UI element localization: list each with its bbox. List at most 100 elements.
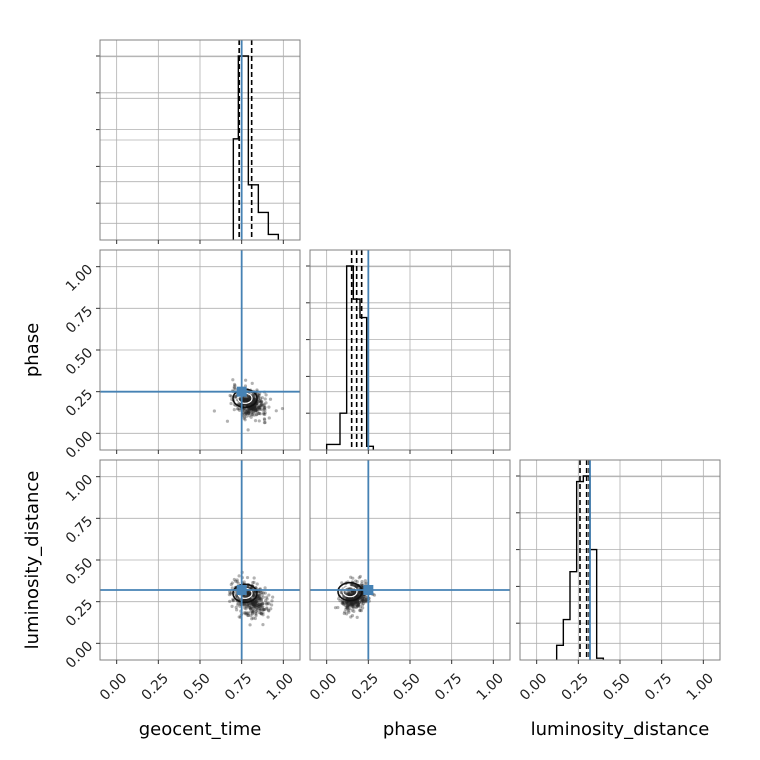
scatter-point: [258, 597, 262, 601]
scatter-point: [251, 411, 255, 415]
scatter-point: [271, 595, 275, 599]
scatter-point: [252, 590, 256, 594]
scatter-point: [251, 393, 255, 397]
scatter-point: [344, 601, 348, 605]
scatter-point: [351, 591, 355, 596]
scatter-point: [212, 409, 216, 413]
scatter-point: [351, 604, 355, 609]
scatter-point: [350, 583, 355, 587]
scatter-point: [234, 605, 238, 609]
scatter-point: [345, 604, 349, 608]
histogram-panel-phase: [306, 249, 511, 454]
scatter-point: [244, 407, 248, 411]
y-axis-label-luminosity_distance: luminosity_distance: [22, 471, 43, 650]
scatter-point: [232, 385, 236, 389]
scatter-point: [354, 604, 358, 609]
scatter-point: [359, 609, 363, 613]
scatter-point: [258, 606, 262, 611]
scatter-point: [358, 608, 362, 613]
scatter-point: [262, 407, 266, 411]
scatter-point: [267, 608, 271, 612]
scatter-point: [355, 580, 359, 584]
scatter-point: [350, 596, 354, 600]
scatter-point: [362, 595, 366, 599]
scatter-point: [354, 595, 359, 599]
scatter-point: [253, 602, 257, 607]
scatter-point: [346, 592, 351, 596]
scatter-point: [252, 602, 256, 606]
scatter-point: [255, 609, 259, 613]
scatter-point: [350, 613, 355, 618]
scatter-point: [232, 386, 236, 390]
scatter-point: [262, 418, 267, 422]
scatter-point: [255, 601, 259, 606]
scatter-point: [262, 417, 266, 421]
scatter-point: [250, 406, 254, 411]
scatter-point: [243, 599, 247, 603]
scatter-point: [254, 611, 258, 615]
scatter-panel-geocent_time-phase: [96, 249, 301, 454]
scatter-point: [347, 603, 351, 607]
scatter-point: [243, 606, 247, 610]
scatter-point: [258, 602, 262, 606]
scatter-point: [256, 597, 260, 601]
scatter-point: [265, 595, 269, 599]
scatter-point: [259, 605, 263, 609]
x-tick-label: 0.25: [139, 670, 172, 703]
scatter-point: [258, 404, 262, 408]
scatter-point: [350, 602, 354, 606]
scatter-point: [250, 609, 254, 613]
scatter-point: [259, 603, 263, 607]
scatter-point: [341, 601, 345, 606]
scatter-point: [255, 603, 259, 608]
scatter-point: [246, 399, 250, 403]
scatter-point: [364, 595, 368, 599]
scatter-point: [252, 397, 256, 401]
scatter-point: [246, 612, 250, 616]
scatter-point: [243, 408, 247, 412]
scatter-point: [249, 605, 253, 610]
scatter-point: [258, 608, 262, 612]
scatter-point: [243, 398, 247, 402]
scatter-point: [259, 400, 263, 404]
scatter-point: [235, 595, 240, 599]
scatter-point: [228, 393, 232, 398]
scatter-point: [233, 387, 238, 391]
scatter-point: [231, 378, 235, 382]
scatter-point: [265, 607, 269, 611]
scatter-point: [343, 602, 347, 606]
scatter-point: [247, 398, 251, 403]
scatter-point: [357, 600, 361, 604]
scatter-point: [229, 401, 233, 406]
scatter-point: [342, 595, 347, 599]
scatter-point: [243, 398, 247, 402]
scatter-point: [242, 397, 246, 401]
scatter-point: [345, 596, 349, 600]
scatter-point: [265, 602, 269, 606]
scatter-point: [242, 580, 246, 584]
scatter-point: [361, 598, 365, 602]
scatter-point: [249, 602, 253, 606]
scatter-point: [258, 596, 262, 600]
scatter-point: [252, 593, 256, 597]
scatter-point: [232, 408, 236, 412]
scatter-point: [351, 603, 355, 607]
scatter-point: [359, 583, 364, 587]
scatter-point: [256, 407, 260, 411]
scatter-point: [341, 602, 346, 606]
scatter-point: [342, 600, 346, 604]
scatter-point: [233, 383, 237, 388]
scatter-point: [355, 600, 359, 604]
scatter-point: [247, 593, 251, 597]
scatter-point: [249, 406, 254, 411]
scatter-point: [353, 600, 357, 605]
scatter-point: [253, 602, 257, 607]
histogram-step: [232, 55, 280, 240]
scatter-point: [246, 412, 250, 416]
x-tick-label: 0.50: [180, 670, 213, 703]
scatter-point: [230, 586, 234, 590]
scatter-point: [345, 596, 349, 600]
scatter-point: [253, 604, 257, 609]
scatter-point: [253, 603, 257, 608]
scatter-point: [242, 409, 246, 413]
